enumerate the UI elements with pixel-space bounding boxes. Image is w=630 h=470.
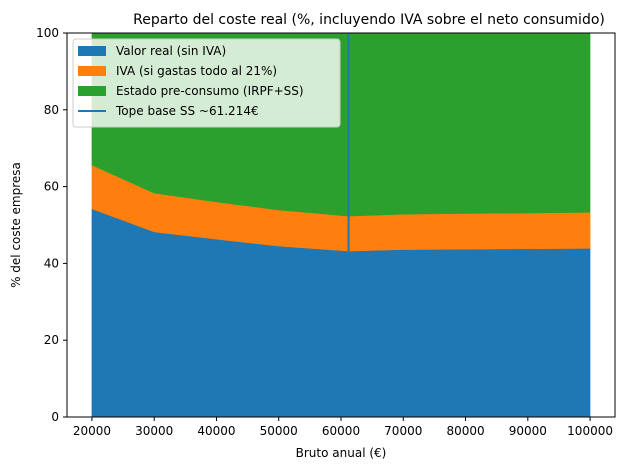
x-tick-label: 100000 <box>567 424 613 438</box>
x-tick-label: 80000 <box>446 424 484 438</box>
legend: Valor real (sin IVA) IVA (si gastas todo … <box>72 38 341 128</box>
x-axis-label: Bruto anual (€) <box>296 446 387 460</box>
legend-swatch <box>78 86 106 96</box>
legend-label: Estado pre-consumo (IRPF+SS) <box>116 84 304 98</box>
chart-title: Reparto del coste real (%, incluyendo IV… <box>133 12 605 28</box>
legend-box <box>72 38 341 128</box>
y-tick-label: 40 <box>44 256 59 270</box>
legend-swatch <box>78 46 106 56</box>
x-tick-label: 60000 <box>322 424 360 438</box>
y-axis-label: % del coste empresa <box>9 162 23 288</box>
y-tick-label: 0 <box>51 410 59 424</box>
legend-label: Valor real (sin IVA) <box>116 44 226 58</box>
legend-label: IVA (si gastas todo al 21%) <box>116 64 277 78</box>
y-tick-label: 20 <box>44 333 59 347</box>
y-axis-ticks: 0 20 40 60 80 100 <box>36 26 67 424</box>
x-tick-label: 20000 <box>73 424 111 438</box>
area-layers <box>91 32 591 418</box>
x-tick-label: 30000 <box>135 424 173 438</box>
y-tick-label: 60 <box>44 180 59 194</box>
x-tick-label: 90000 <box>509 424 547 438</box>
legend-swatch <box>78 66 106 76</box>
y-tick-label: 80 <box>44 103 59 117</box>
legend-label: Tope base SS ~61.214€ <box>115 104 259 118</box>
x-tick-label: 70000 <box>384 424 422 438</box>
x-axis-ticks: 20000 30000 40000 50000 60000 70000 80000 90000… <box>73 417 613 438</box>
x-tick-label: 50000 <box>260 424 298 438</box>
y-tick-label: 100 <box>36 26 59 40</box>
x-tick-label: 40000 <box>197 424 235 438</box>
